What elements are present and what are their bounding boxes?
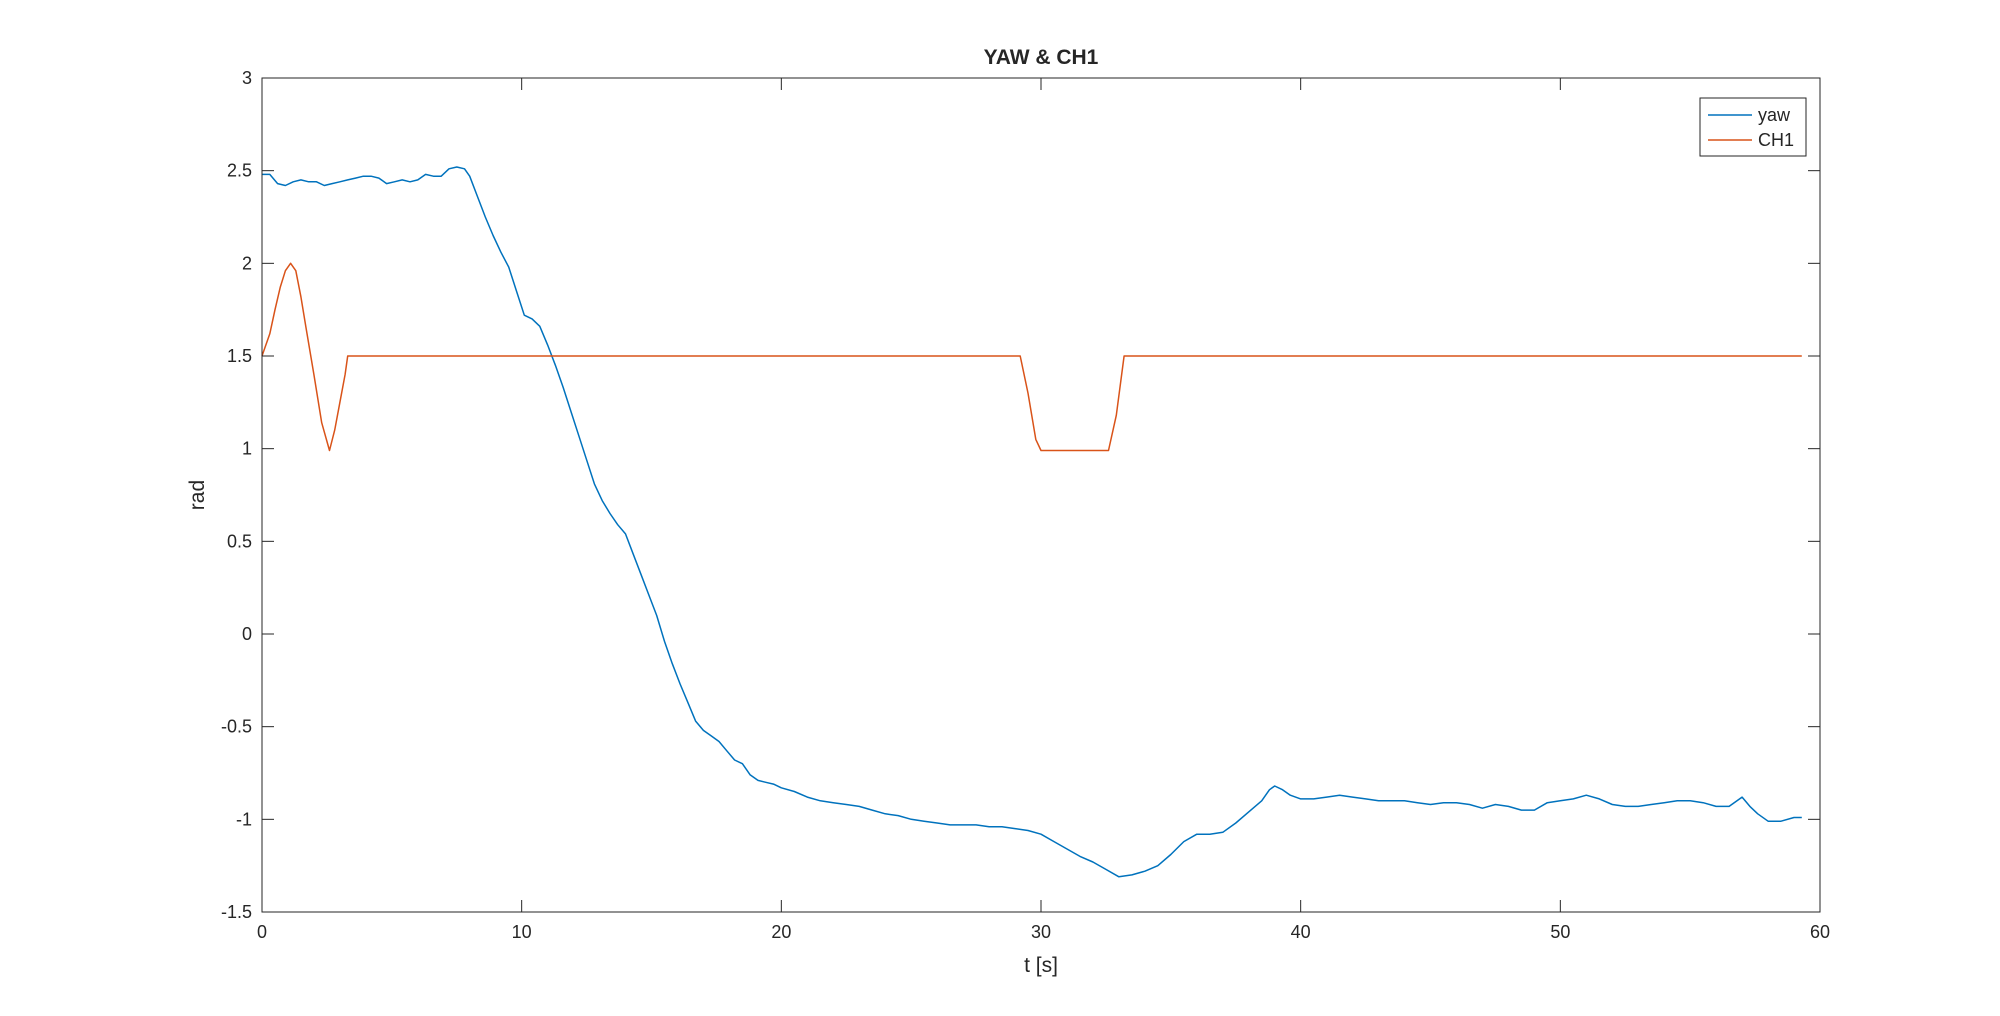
- y-axis-label: rad: [186, 480, 209, 510]
- series-line-yaw: [262, 166, 1802, 878]
- legend-entry-ch1: CH1: [1758, 130, 1794, 150]
- x-tick-label: 10: [512, 922, 532, 942]
- x-tick-label: 30: [1031, 922, 1051, 942]
- x-tick-label: 20: [771, 922, 791, 942]
- y-tick-label: 1: [242, 439, 252, 459]
- y-tick-label: 0.5: [227, 531, 252, 551]
- legend-box: [1699, 97, 1807, 157]
- y-tick-label: 2.5: [227, 161, 252, 181]
- series-line-ch1: [261, 262, 1802, 452]
- y-tick-label: 0: [242, 624, 252, 644]
- y-tick-label: 2: [242, 253, 252, 273]
- legend-entry-yaw: yaw: [1758, 105, 1791, 125]
- y-tick-label: 3: [242, 68, 252, 88]
- x-axis-label: t [s]: [1024, 954, 1058, 977]
- series-layer: [261, 166, 1802, 878]
- y-tick-label: 1.5: [227, 346, 252, 366]
- x-tick-label: 60: [1810, 922, 1830, 942]
- ticks-layer: 0 10 20 30 40 50 60 -1.5 -1 -0.5 0 0.5 1 1.5 2 2.5 3: [221, 68, 1830, 942]
- y-tick-label: -0.5: [221, 717, 252, 737]
- y-tick-label: -1.5: [221, 902, 252, 922]
- chart-title: YAW & CH1: [984, 46, 1099, 69]
- x-tick-label: 50: [1550, 922, 1570, 942]
- y-tick-label: -1: [236, 809, 252, 829]
- x-tick-label: 0: [257, 922, 267, 942]
- x-tick-label: 40: [1291, 922, 1311, 942]
- legend: yaw CH1: [1699, 97, 1807, 157]
